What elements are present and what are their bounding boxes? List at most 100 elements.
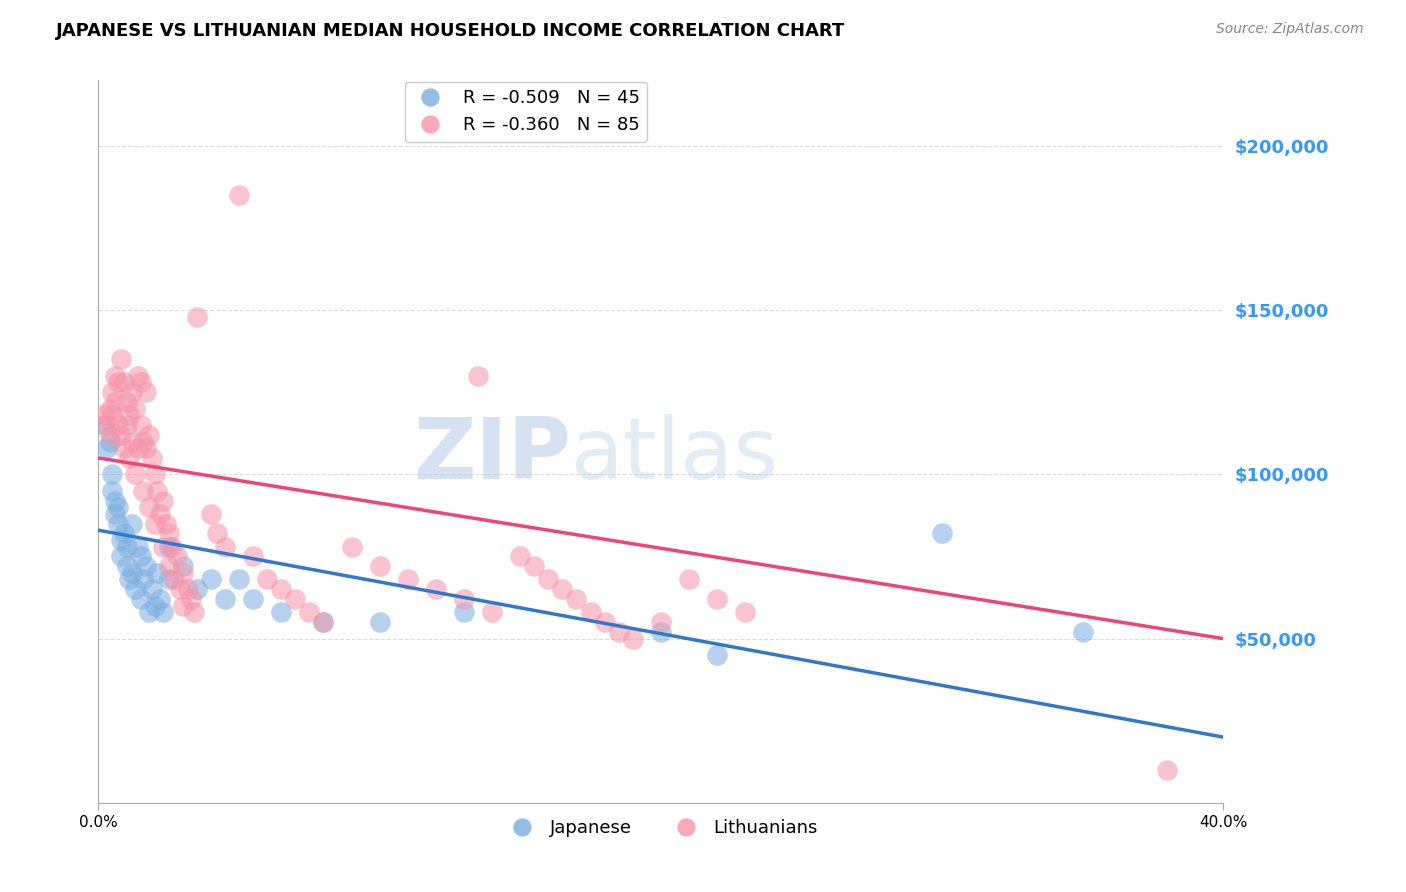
Point (146, 483, 169, 498)
Point (143, 516, 166, 531)
Point (129, 549, 152, 564)
Point (141, 450, 163, 465)
Point (138, 500, 160, 515)
Point (101, 385, 124, 400)
Point (138, 605, 160, 619)
Point (112, 526, 135, 541)
Point (127, 441, 149, 455)
Point (143, 467, 166, 482)
Point (706, 648, 728, 662)
Point (132, 483, 155, 498)
Point (129, 592, 152, 607)
Point (107, 500, 129, 515)
Point (152, 493, 174, 508)
Point (98, 434, 121, 449)
Point (124, 401, 146, 416)
Point (157, 526, 180, 541)
Point (101, 467, 124, 482)
Point (509, 549, 531, 564)
Point (157, 540, 180, 554)
Point (127, 540, 149, 554)
Point (93, 409, 115, 423)
Point (340, 540, 363, 554)
Point (121, 385, 143, 400)
Point (127, 368, 149, 383)
Point (104, 493, 127, 508)
Point (110, 533, 132, 547)
Point (284, 592, 307, 607)
Point (214, 540, 236, 554)
Point (678, 573, 700, 587)
Point (166, 549, 188, 564)
Point (121, 566, 143, 580)
Point (565, 592, 588, 607)
Point (132, 434, 155, 449)
Point (593, 615, 616, 630)
Point (115, 418, 138, 433)
Point (734, 605, 756, 619)
Point (551, 582, 574, 597)
Point (650, 615, 672, 630)
Point (155, 516, 177, 531)
Point (242, 592, 264, 607)
Point (110, 428, 132, 442)
Text: atlas: atlas (571, 415, 779, 498)
Point (396, 573, 419, 587)
Point (312, 615, 335, 630)
Point (607, 625, 630, 640)
Point (931, 526, 953, 541)
Point (186, 582, 208, 597)
Point (312, 615, 335, 630)
Point (172, 559, 194, 574)
Point (129, 376, 152, 390)
Point (706, 592, 728, 607)
Point (121, 434, 143, 449)
Point (115, 540, 138, 554)
Point (453, 592, 475, 607)
Point (177, 582, 200, 597)
Point (107, 516, 129, 531)
Point (104, 368, 127, 383)
Point (523, 559, 546, 574)
Point (101, 483, 124, 498)
Point (96, 418, 118, 433)
Point (186, 310, 208, 324)
Point (180, 592, 202, 607)
Point (242, 549, 264, 564)
Point (205, 526, 228, 541)
Point (160, 540, 183, 554)
Point (110, 549, 132, 564)
Point (124, 582, 146, 597)
Point (115, 395, 138, 409)
Point (124, 467, 146, 482)
Point (98, 401, 121, 416)
Point (228, 573, 250, 587)
Point (107, 376, 129, 390)
Point (157, 573, 180, 587)
Text: Source: ZipAtlas.com: Source: ZipAtlas.com (1216, 22, 1364, 37)
Point (621, 632, 644, 646)
Point (107, 418, 129, 433)
Legend: Japanese, Lithuanians: Japanese, Lithuanians (498, 812, 824, 845)
Point (135, 559, 157, 574)
Point (149, 592, 172, 607)
Point (112, 441, 135, 455)
Point (650, 625, 672, 640)
Point (228, 188, 250, 202)
Point (172, 599, 194, 613)
Point (101, 409, 124, 423)
Point (183, 605, 205, 619)
Point (270, 605, 292, 619)
Point (146, 566, 169, 580)
Point (104, 507, 127, 521)
Point (135, 441, 157, 455)
Point (118, 450, 141, 465)
Point (141, 582, 163, 597)
Point (98, 428, 121, 442)
Point (104, 395, 127, 409)
Point (579, 605, 602, 619)
Point (121, 516, 143, 531)
Point (157, 559, 180, 574)
Point (96, 441, 118, 455)
Point (132, 573, 155, 587)
